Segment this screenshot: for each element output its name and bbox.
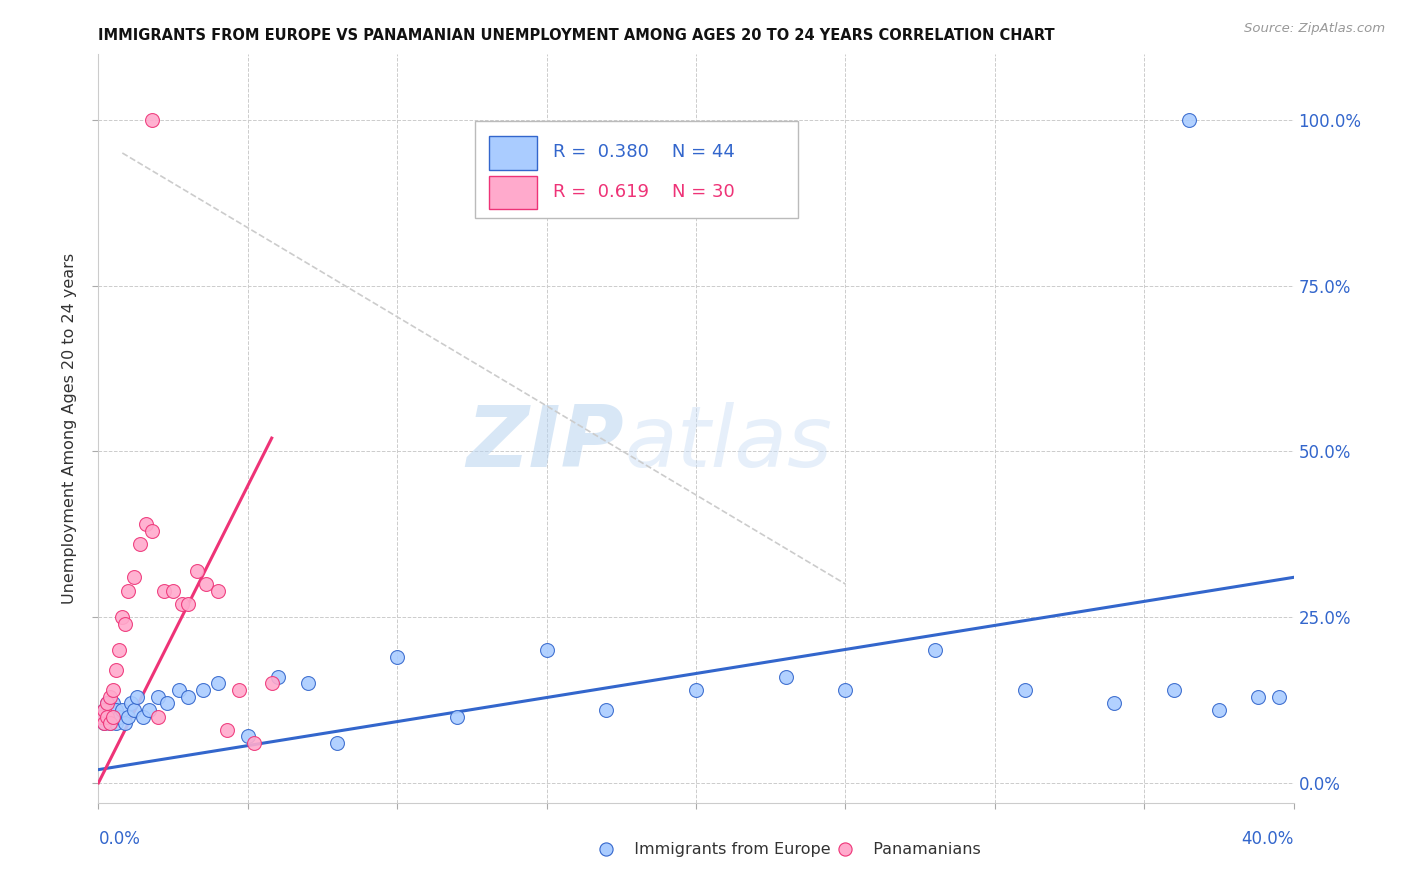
Point — [98, 716, 122, 731]
Point — [385, 649, 409, 664]
Y-axis label: Unemployment Among Ages 20 to 24 years: Unemployment Among Ages 20 to 24 years — [62, 252, 77, 604]
Text: R =  0.380    N = 44: R = 0.380 N = 44 — [553, 144, 734, 161]
Point — [1178, 112, 1201, 127]
Point — [103, 683, 125, 698]
Point — [108, 709, 131, 723]
Point — [124, 703, 146, 717]
Point — [446, 709, 468, 723]
Point — [1357, 817, 1379, 831]
Point — [267, 670, 290, 684]
Point — [1163, 683, 1185, 698]
Text: 40.0%: 40.0% — [1241, 830, 1294, 848]
Point — [924, 643, 946, 657]
Point — [162, 583, 184, 598]
Point — [1208, 703, 1230, 717]
Point — [111, 610, 134, 624]
Text: atlas: atlas — [624, 401, 832, 484]
Point — [96, 696, 118, 710]
Point — [326, 736, 349, 750]
Point — [114, 616, 136, 631]
Point — [215, 723, 238, 737]
Text: Source: ZipAtlas.com: Source: ZipAtlas.com — [1244, 22, 1385, 36]
Point — [172, 597, 194, 611]
Point — [90, 709, 112, 723]
Point — [105, 716, 128, 731]
Point — [595, 703, 617, 717]
Point — [177, 597, 200, 611]
Point — [98, 703, 122, 717]
Point — [96, 696, 118, 710]
Point — [148, 709, 170, 723]
Point — [148, 690, 170, 704]
Text: R =  0.619    N = 30: R = 0.619 N = 30 — [553, 183, 734, 201]
Point — [98, 690, 122, 704]
Point — [536, 643, 558, 657]
Point — [93, 703, 115, 717]
Point — [138, 703, 160, 717]
Point — [96, 709, 118, 723]
Point — [186, 564, 208, 578]
Point — [1267, 690, 1289, 704]
Point — [90, 709, 112, 723]
Point — [105, 703, 128, 717]
Point — [96, 709, 118, 723]
Point — [236, 730, 259, 744]
Point — [124, 570, 146, 584]
Point — [685, 683, 707, 698]
Point — [93, 716, 115, 731]
Point — [117, 583, 139, 598]
Point — [120, 696, 142, 710]
Point — [243, 736, 266, 750]
Point — [228, 683, 250, 698]
Point — [153, 583, 176, 598]
Point — [177, 690, 200, 704]
Text: Panamanians: Panamanians — [863, 842, 981, 856]
Point — [156, 696, 179, 710]
Point — [103, 709, 125, 723]
Point — [93, 716, 115, 731]
Point — [127, 690, 149, 704]
Point — [207, 583, 229, 598]
Point — [114, 716, 136, 731]
Point — [105, 663, 128, 677]
Text: ZIP: ZIP — [467, 401, 624, 484]
Point — [98, 716, 122, 731]
FancyBboxPatch shape — [475, 121, 797, 219]
Point — [103, 696, 125, 710]
Point — [260, 676, 283, 690]
Point — [117, 709, 139, 723]
Point — [108, 643, 131, 657]
Point — [103, 709, 125, 723]
Point — [191, 683, 214, 698]
Point — [93, 703, 115, 717]
Point — [111, 703, 134, 717]
Point — [129, 537, 152, 551]
FancyBboxPatch shape — [489, 136, 537, 169]
Point — [141, 524, 163, 538]
Point — [132, 709, 155, 723]
FancyBboxPatch shape — [489, 176, 537, 210]
Point — [1247, 690, 1270, 704]
Point — [297, 676, 319, 690]
Text: 0.0%: 0.0% — [98, 830, 141, 848]
Point — [775, 670, 797, 684]
Point — [135, 517, 157, 532]
Point — [195, 577, 218, 591]
Point — [834, 683, 856, 698]
Point — [141, 112, 163, 127]
Point — [207, 676, 229, 690]
Text: Immigrants from Europe: Immigrants from Europe — [624, 842, 831, 856]
Point — [1104, 696, 1126, 710]
Point — [1014, 683, 1036, 698]
Text: IMMIGRANTS FROM EUROPE VS PANAMANIAN UNEMPLOYMENT AMONG AGES 20 TO 24 YEARS CORR: IMMIGRANTS FROM EUROPE VS PANAMANIAN UNE… — [98, 28, 1054, 43]
Point — [167, 683, 190, 698]
